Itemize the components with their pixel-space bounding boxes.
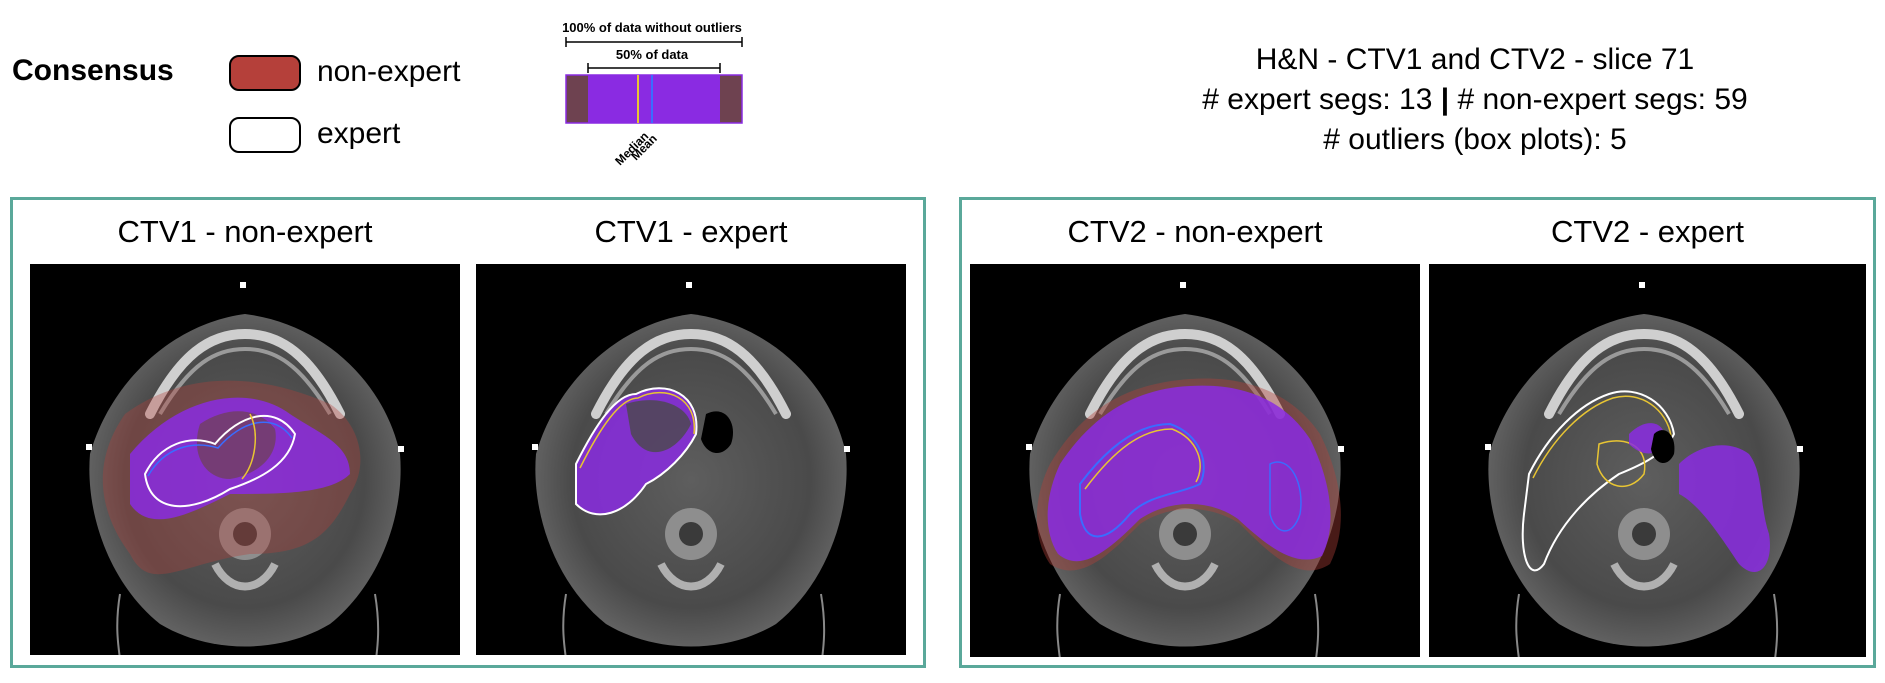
panel-title-ctv1-expert: CTV1 - expert <box>594 214 788 249</box>
ct-slice-ctv1-nonexpert <box>30 264 460 655</box>
panel-title-ctv2-nonexpert: CTV2 - non-expert <box>1067 214 1323 249</box>
ctv2-group-frame <box>959 197 1876 668</box>
full-range-label: 100% of data without outliers <box>562 20 742 35</box>
nonexpert-swatch <box>229 55 301 91</box>
figure-header: H&N - CTV1 and CTV2 - slice 71 # expert … <box>1125 40 1825 160</box>
nonexpert-seg-count: # non-expert segs: 59 <box>1457 83 1748 116</box>
boxplot-legend: 100% of data without outliers 50% of dat… <box>550 15 770 175</box>
iqr-label: 50% of data <box>616 47 689 62</box>
expert-swatch <box>229 117 301 153</box>
ct-slice-ctv2-expert <box>1429 264 1866 657</box>
panel-title-ctv1-nonexpert: CTV1 - non-expert <box>117 214 373 249</box>
iqr-box <box>588 75 720 123</box>
nonexpert-legend-label: non-expert <box>317 55 461 88</box>
expert-legend-label: expert <box>317 117 401 150</box>
panel-title-ctv2-expert: CTV2 - expert <box>1551 214 1744 249</box>
expert-seg-count: # expert segs: 13 <box>1202 83 1433 116</box>
header-outliers: # outliers (box plots): 5 <box>1323 123 1627 156</box>
ct-slice-ctv2-nonexpert <box>970 264 1420 657</box>
ct-slice-ctv1-expert <box>476 264 906 655</box>
ctv1-group-frame <box>10 197 926 668</box>
header-title: H&N - CTV1 and CTV2 - slice 71 <box>1255 43 1695 76</box>
header-seg-counts: # expert segs: 13 | # non-expert segs: 5… <box>1125 80 1825 120</box>
seg-count-separator: | <box>1440 83 1450 116</box>
legend-title: Consensus <box>12 54 174 87</box>
